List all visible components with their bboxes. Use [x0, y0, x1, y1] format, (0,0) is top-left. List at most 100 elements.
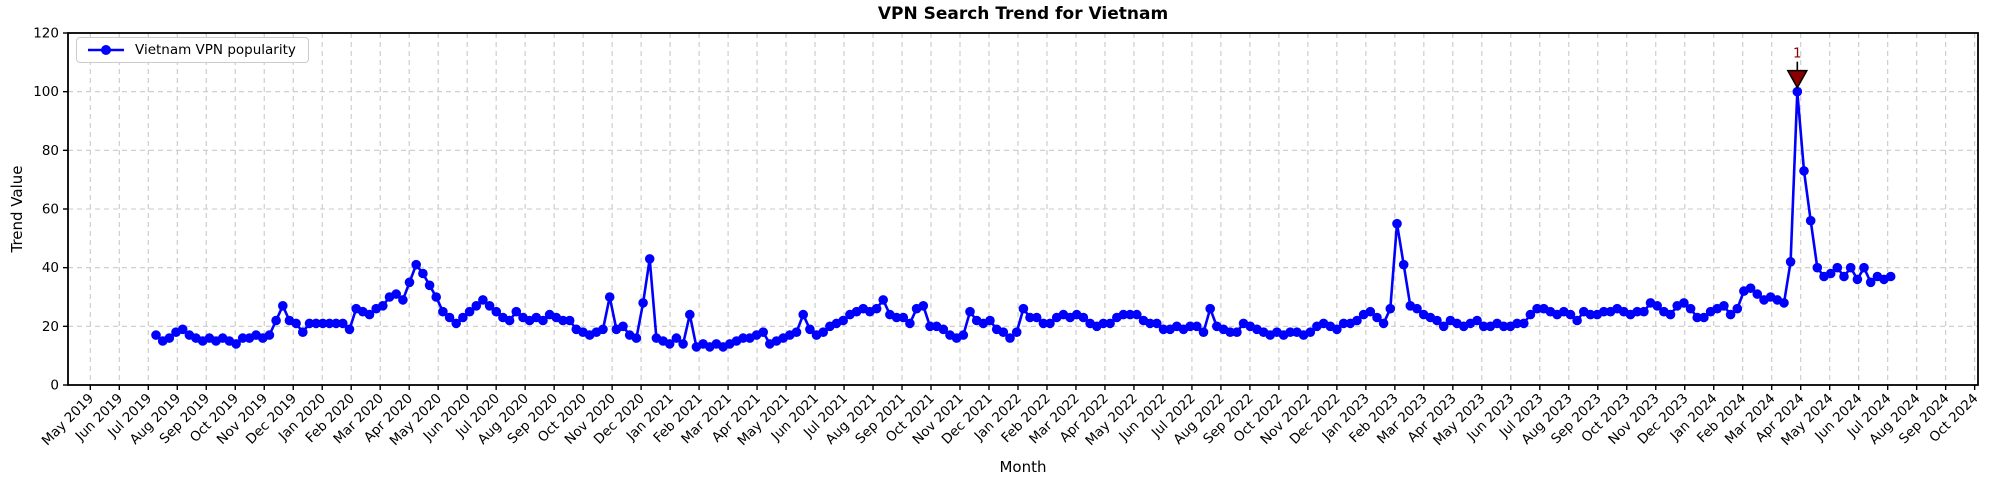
data-point [1118, 309, 1129, 320]
data-point [464, 306, 475, 317]
data-point [965, 306, 975, 317]
data-point [164, 333, 175, 343]
data-point [444, 312, 455, 323]
data-point [424, 280, 435, 291]
data-point [291, 318, 301, 329]
data-point [1639, 306, 1649, 317]
data-point [1779, 298, 1789, 308]
data-point [871, 303, 882, 314]
data-point [418, 268, 428, 279]
data-point [1332, 324, 1342, 335]
data-point [404, 277, 415, 288]
data-point [1132, 309, 1142, 320]
data-point [1305, 327, 1316, 338]
legend-marker [88, 45, 124, 55]
data-point [1839, 271, 1849, 282]
data-point [344, 324, 355, 335]
data-point [491, 306, 502, 317]
data-point [318, 318, 328, 329]
data-point [177, 324, 188, 335]
data-point [1198, 327, 1209, 338]
data-point [1585, 309, 1596, 320]
chart-title: VPN Search Trend for Vietnam [877, 4, 1169, 24]
data-point [438, 306, 448, 317]
data-point [1412, 303, 1422, 314]
data-point [1519, 318, 1529, 329]
data-point [1372, 312, 1382, 323]
data-point [1732, 303, 1743, 314]
data-point [311, 318, 321, 329]
data-point [271, 315, 281, 326]
data-point [364, 309, 375, 320]
data-point [1205, 303, 1215, 314]
data-point [1385, 303, 1396, 314]
data-point [458, 312, 468, 323]
data-point [564, 315, 575, 326]
data-point [1438, 321, 1449, 332]
data-point [664, 339, 675, 349]
data-point [1285, 327, 1295, 338]
data-point [798, 309, 808, 320]
data-point [598, 324, 608, 335]
data-point [631, 333, 642, 343]
legend-label: Vietnam VPN popularity [135, 42, 296, 58]
data-point [231, 339, 241, 349]
data-point [1152, 318, 1162, 329]
data-point [1512, 318, 1522, 329]
data-point [471, 301, 482, 311]
data-point [431, 292, 442, 302]
data-point [451, 318, 462, 329]
legend: Vietnam VPN popularity [76, 37, 309, 63]
data-point [1472, 315, 1482, 326]
data-point [618, 321, 628, 332]
y-axis-label: Trend Value [8, 165, 26, 253]
y-tick-label: 120 [33, 26, 59, 42]
annotation-label: 1 [1793, 46, 1802, 62]
data-point [1845, 262, 1856, 273]
data-point [985, 315, 995, 326]
data-point [484, 301, 495, 311]
data-point [905, 318, 915, 329]
data-point [411, 259, 422, 270]
data-point [878, 295, 888, 305]
data-point [1185, 321, 1195, 332]
y-tick-label: 0 [50, 378, 59, 394]
data-point [1018, 303, 1029, 314]
data-point [805, 324, 815, 335]
annotation-marker-icon [1786, 69, 1809, 90]
data-point [1478, 321, 1489, 332]
data-point [278, 301, 288, 311]
data-point [338, 318, 348, 329]
data-point [304, 318, 315, 329]
data-point [818, 327, 828, 338]
data-point [791, 327, 802, 338]
data-point [1752, 289, 1763, 299]
data-point [1805, 215, 1816, 226]
data-point [538, 315, 548, 326]
data-point [938, 324, 949, 335]
data-point [1498, 321, 1509, 332]
data-point [398, 295, 408, 305]
data-point [1145, 318, 1155, 329]
data-point [1832, 262, 1843, 273]
data-point [1812, 262, 1823, 273]
data-point [678, 339, 688, 349]
data-point [558, 315, 568, 326]
data-point [1098, 318, 1109, 329]
data-point [391, 289, 402, 299]
data-point [1825, 268, 1836, 279]
data-point [898, 312, 909, 323]
data-point [1192, 321, 1202, 332]
y-tick-label: 100 [33, 84, 59, 100]
data-point [1859, 262, 1869, 273]
data-point [1719, 301, 1729, 311]
y-tick-label: 80 [42, 143, 59, 159]
data-point [1031, 312, 1042, 323]
data-point [1865, 277, 1876, 288]
data-point [838, 315, 848, 326]
data-point [1665, 309, 1676, 320]
plot-area [67, 32, 1979, 386]
data-point [1572, 315, 1582, 326]
